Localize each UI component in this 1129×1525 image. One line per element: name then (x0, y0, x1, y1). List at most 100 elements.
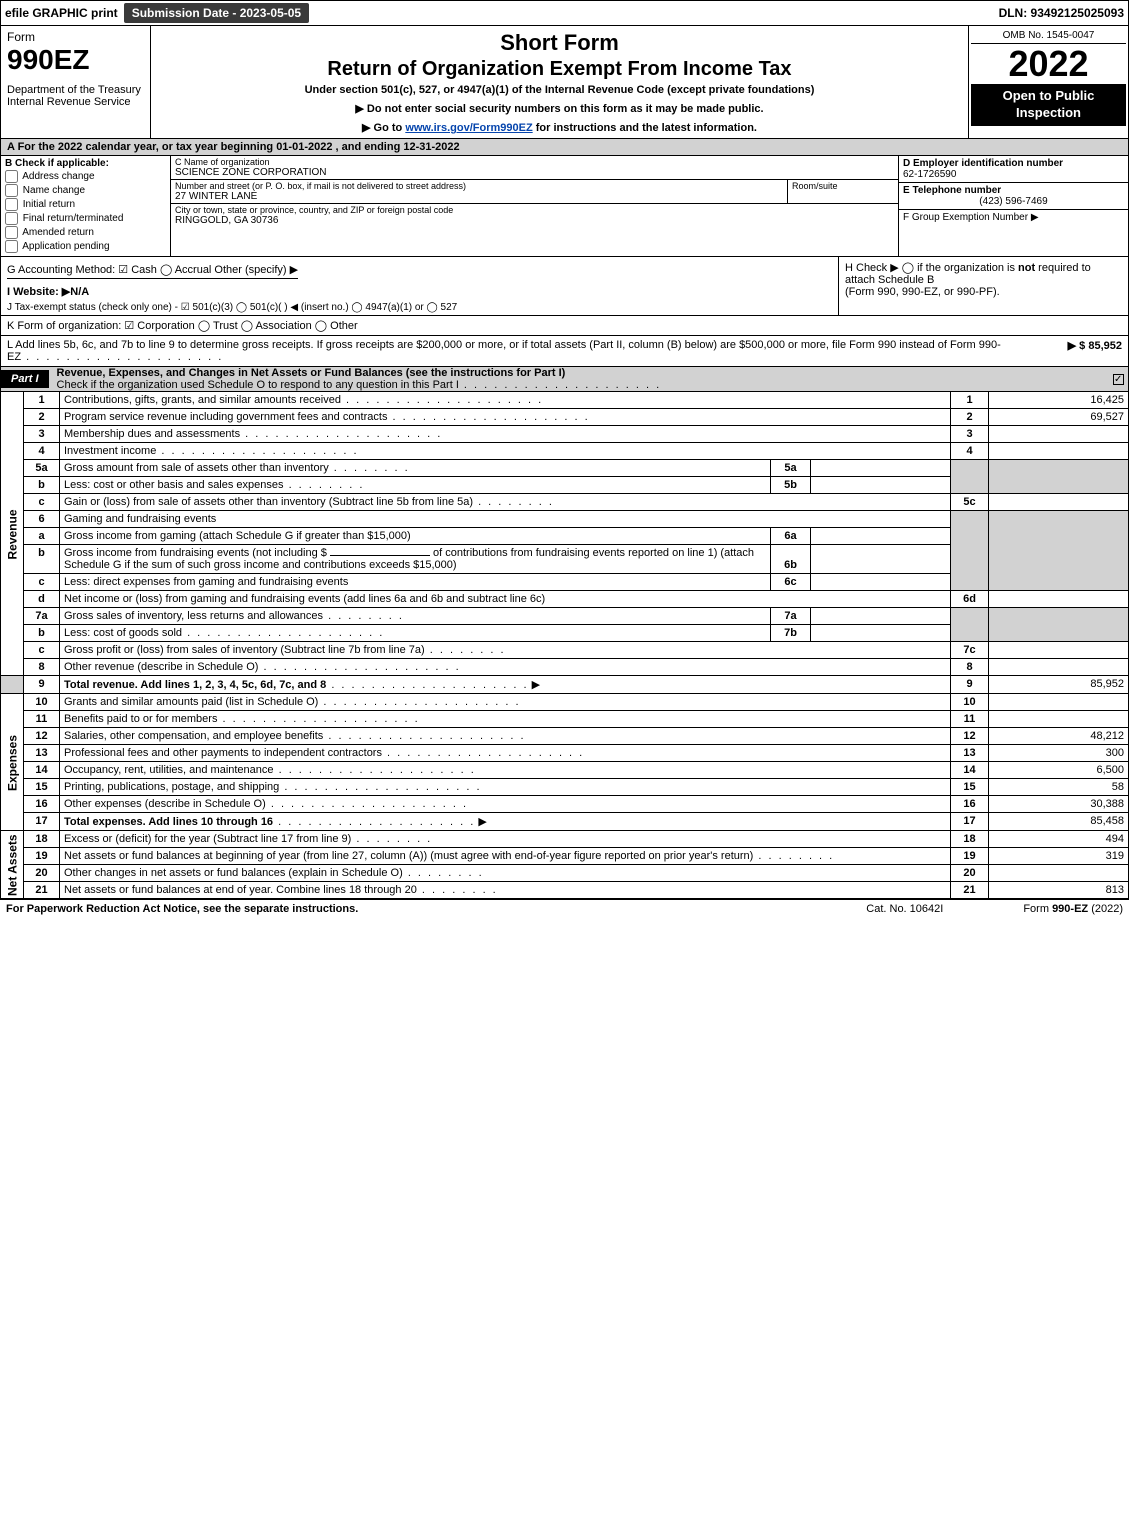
part-i-checkbox[interactable] (1113, 373, 1124, 385)
chk-amended[interactable]: Amended return (5, 226, 166, 239)
line-9-amt: 85,952 (989, 676, 1129, 694)
line-5b-sub: 5b (771, 477, 811, 494)
line-7a-desc: Gross sales of inventory, less returns a… (60, 608, 771, 625)
line-6a-desc: Gross income from gaming (attach Schedul… (60, 528, 771, 545)
line-5a-subamt (811, 460, 951, 477)
line-7b-num: b (24, 625, 60, 642)
i-website: I Website: ▶N/A (7, 285, 832, 298)
line-10-desc: Grants and similar amounts paid (list in… (60, 694, 951, 711)
line-21-amt: 813 (989, 882, 1129, 899)
col-g: G Accounting Method: ☑ Cash ◯ Accrual Ot… (1, 257, 838, 315)
line-7b-desc: Less: cost of goods sold (60, 625, 771, 642)
line-19-amt: 319 (989, 848, 1129, 865)
group-label: F Group Exemption Number ▶ (903, 212, 1124, 223)
part-i-header: Part I Revenue, Expenses, and Changes in… (0, 367, 1129, 392)
chk-initial-return[interactable]: Initial return (5, 198, 166, 211)
line-18-desc: Excess or (deficit) for the year (Subtra… (60, 831, 951, 848)
header-center: Short Form Return of Organization Exempt… (151, 26, 968, 138)
tax-year: 2022 (971, 44, 1126, 84)
col-b-header: B Check if applicable: (5, 158, 166, 169)
line-21-num: 21 (24, 882, 60, 899)
chk-final-return[interactable]: Final return/terminated (5, 212, 166, 225)
line-11-amt (989, 711, 1129, 728)
l-text: L Add lines 5b, 6c, and 7b to line 9 to … (7, 339, 1002, 363)
irs-link[interactable]: www.irs.gov/Form990EZ (405, 122, 532, 134)
expenses-sidebar: Expenses (1, 694, 24, 831)
line-13-amt: 300 (989, 745, 1129, 762)
org-city-cell: City or town, state or province, country… (171, 204, 898, 256)
col-c-org: C Name of organization SCIENCE ZONE CORP… (171, 156, 898, 256)
col-b-checkboxes: B Check if applicable: Address change Na… (1, 156, 171, 256)
line-13-num: 13 (24, 745, 60, 762)
footer-left: For Paperwork Reduction Act Notice, see … (6, 903, 358, 915)
line-6d-box: 6d (951, 591, 989, 608)
room-suite-cell: Room/suite (788, 180, 898, 203)
line-14-box: 14 (951, 762, 989, 779)
irs-label: Internal Revenue Service (7, 96, 144, 108)
instr-goto: ▶ Go to www.irs.gov/Form990EZ for instru… (157, 121, 962, 134)
line-4-num: 4 (24, 443, 60, 460)
line-16-box: 16 (951, 796, 989, 813)
ein-cell: D Employer identification number 62-1726… (899, 156, 1128, 183)
form-header: Form 990EZ Department of the Treasury In… (0, 26, 1129, 139)
footer-catno: Cat. No. 10642I (866, 903, 943, 915)
header-right: OMB No. 1545-0047 2022 Open to Public In… (968, 26, 1128, 138)
instr-goto-pre: ▶ Go to (362, 122, 405, 134)
line-18-amt: 494 (989, 831, 1129, 848)
chk-app-pending[interactable]: Application pending (5, 240, 166, 253)
line-7b-subamt (811, 625, 951, 642)
g-accounting: G Accounting Method: ☑ Cash ◯ Accrual Ot… (7, 263, 298, 279)
subtitle: Under section 501(c), 527, or 4947(a)(1)… (157, 84, 962, 96)
line-6c-subamt (811, 574, 951, 591)
chk-address-change[interactable]: Address change (5, 170, 166, 183)
line-7c-box: 7c (951, 642, 989, 659)
tel-value: (423) 596-7469 (903, 196, 1124, 207)
title-return: Return of Organization Exempt From Incom… (157, 58, 962, 81)
line-7c-amt (989, 642, 1129, 659)
line-10-num: 10 (24, 694, 60, 711)
part-i-sub: Check if the organization used Schedule … (57, 379, 459, 391)
line-3-num: 3 (24, 426, 60, 443)
chk-name-change[interactable]: Name change (5, 184, 166, 197)
line-6a-sub: 6a (771, 528, 811, 545)
line-5a-sub: 5a (771, 460, 811, 477)
line-6b-num: b (24, 545, 60, 574)
form-number: 990EZ (7, 44, 144, 76)
line-14-desc: Occupancy, rent, utilities, and maintena… (60, 762, 951, 779)
org-name-label: C Name of organization (175, 157, 894, 167)
org-street-cell: Number and street (or P. O. box, if mail… (171, 180, 788, 203)
ein-label: D Employer identification number (903, 158, 1124, 169)
line-7b-sub: 7b (771, 625, 811, 642)
line-7a-num: 7a (24, 608, 60, 625)
row-gh: G Accounting Method: ☑ Cash ◯ Accrual Ot… (0, 257, 1129, 316)
line-12-amt: 48,212 (989, 728, 1129, 745)
line-13-box: 13 (951, 745, 989, 762)
line-5b-num: b (24, 477, 60, 494)
line-6d-desc: Net income or (loss) from gaming and fun… (60, 591, 951, 608)
h-post2: (Form 990, 990-EZ, or 990-PF). (845, 286, 1000, 298)
line-10-box: 10 (951, 694, 989, 711)
line-5c-num: c (24, 494, 60, 511)
line-15-desc: Printing, publications, postage, and shi… (60, 779, 951, 796)
line-6-num: 6 (24, 511, 60, 528)
col-h: H Check ▶ ◯ if the organization is not r… (838, 257, 1128, 315)
instr-goto-post: for instructions and the latest informat… (533, 122, 757, 134)
line-1-num: 1 (24, 392, 60, 409)
line-12-desc: Salaries, other compensation, and employ… (60, 728, 951, 745)
netassets-sidebar: Net Assets (1, 831, 24, 899)
j-tax-exempt: J Tax-exempt status (check only one) - ☑… (7, 302, 832, 313)
line-6a-subamt (811, 528, 951, 545)
line-16-amt: 30,388 (989, 796, 1129, 813)
revenue-table: Revenue 1 Contributions, gifts, grants, … (0, 392, 1129, 899)
line-18-box: 18 (951, 831, 989, 848)
line-6a-num: a (24, 528, 60, 545)
line-15-num: 15 (24, 779, 60, 796)
line-7ab-greyamt (989, 608, 1129, 642)
line-19-desc: Net assets or fund balances at beginning… (60, 848, 951, 865)
line-5a-desc: Gross amount from sale of assets other t… (60, 460, 771, 477)
group-cell: F Group Exemption Number ▶ (899, 210, 1128, 256)
line-17-num: 17 (24, 813, 60, 831)
line-14-amt: 6,500 (989, 762, 1129, 779)
line-5c-amt (989, 494, 1129, 511)
ein-value: 62-1726590 (903, 169, 1124, 180)
